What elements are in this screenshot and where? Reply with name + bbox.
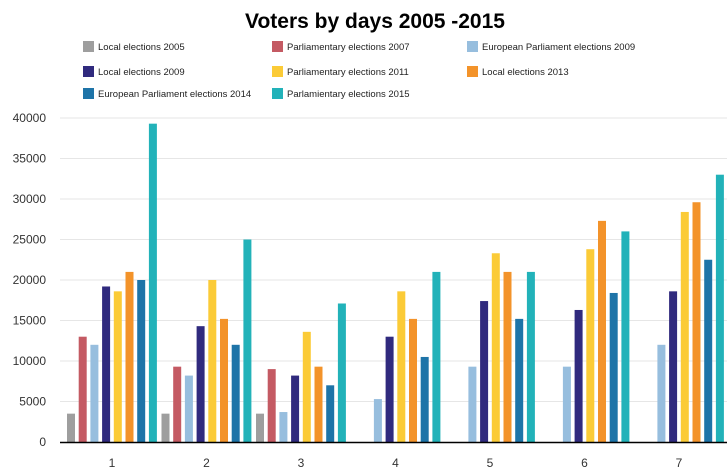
- x-tick-label: 6: [581, 456, 588, 470]
- gridlines: [60, 117, 727, 402]
- bar: [526, 271, 535, 442]
- legend-swatch: [83, 41, 94, 52]
- bar: [78, 336, 87, 442]
- bar: [704, 259, 713, 442]
- legend-swatch: [467, 66, 478, 77]
- bar: [267, 369, 276, 442]
- legend-item: Parliamentary elections 2007: [272, 41, 410, 53]
- bar: [480, 301, 489, 442]
- bar: [420, 356, 429, 442]
- legend-swatch: [272, 41, 283, 52]
- bar: [468, 366, 477, 442]
- bar: [220, 318, 228, 442]
- bar: [373, 399, 382, 442]
- bar: [609, 292, 618, 442]
- legend-label: European Parliament elections 2009: [482, 42, 635, 53]
- y-tick-label: 20000: [13, 273, 47, 287]
- bar: [161, 413, 170, 442]
- legend-item: Local elections 2013: [467, 66, 569, 78]
- bar: [397, 291, 406, 442]
- y-tick-label: 5000: [19, 395, 46, 409]
- legend: Local elections 2005 Parliamentary electi…: [83, 41, 635, 100]
- bar: [491, 253, 500, 442]
- bar: [657, 344, 666, 442]
- bar: [432, 271, 441, 442]
- legend-swatch: [272, 66, 283, 77]
- bar: [515, 318, 524, 442]
- bar: [243, 239, 252, 442]
- x-tick-label: 3: [298, 456, 305, 470]
- bar: [102, 286, 111, 442]
- legend-item: European Parliament elections 2014: [83, 88, 251, 100]
- legend-label: Parlamientary elections 2015: [287, 89, 410, 100]
- bars: [67, 123, 724, 443]
- legend-swatch: [83, 66, 94, 77]
- bar: [208, 280, 217, 442]
- y-tick-label: 25000: [13, 233, 47, 247]
- legend-label: Local elections 2013: [482, 67, 569, 78]
- bar: [196, 326, 205, 442]
- bar: [715, 174, 724, 442]
- bar: [137, 280, 146, 442]
- bar: [598, 220, 606, 442]
- y-tick-label: 0: [39, 435, 46, 449]
- bar: [125, 271, 134, 442]
- legend-item: Local elections 2005: [83, 41, 185, 53]
- y-tick-label: 15000: [13, 314, 47, 328]
- bar: [314, 366, 323, 442]
- y-tick-label: 10000: [13, 354, 47, 368]
- x-tick-label: 5: [487, 456, 494, 470]
- bar: [173, 366, 182, 442]
- bar: [326, 385, 335, 442]
- x-tick-label: 4: [392, 456, 399, 470]
- bar: [586, 249, 595, 442]
- bar: [256, 413, 264, 442]
- legend-label: Local elections 2009: [98, 67, 185, 78]
- bar: [90, 344, 99, 442]
- bar: [148, 123, 157, 443]
- x-tick-label: 1: [109, 456, 116, 470]
- legend-item: Parliamentary elections 2011: [272, 66, 409, 78]
- legend-item: European Parliament elections 2009: [467, 41, 635, 53]
- legend-label: Parliamentary elections 2007: [287, 42, 410, 53]
- legend-swatch: [467, 41, 478, 52]
- bar: [337, 303, 346, 442]
- bar: [669, 291, 678, 442]
- bar: [692, 202, 701, 442]
- bar: [385, 336, 394, 442]
- bar: [279, 412, 288, 442]
- x-axis: 1 2 3 4 5 6 7: [60, 441, 727, 470]
- chart-title: Voters by days 2005 -2015: [245, 10, 505, 33]
- legend-swatch: [83, 88, 94, 99]
- legend-label: Local elections 2005: [98, 42, 185, 53]
- bar: [574, 309, 583, 442]
- legend-swatch: [272, 88, 283, 99]
- bar: [409, 318, 417, 442]
- x-tick-label: 7: [676, 456, 683, 470]
- legend-label: European Parliament elections 2014: [98, 89, 251, 100]
- bar: [621, 231, 630, 442]
- legend-item: Parlamientary elections 2015: [272, 88, 410, 100]
- bar: [113, 291, 122, 442]
- bar: [302, 331, 311, 442]
- bar: [67, 413, 75, 442]
- y-tick-label: 40000: [13, 111, 47, 125]
- legend-label: Parliamentary elections 2011: [287, 67, 409, 78]
- y-tick-label: 30000: [13, 192, 47, 206]
- bar: [231, 344, 240, 442]
- bar: [503, 271, 512, 442]
- bar: [184, 375, 193, 442]
- bar: [562, 366, 571, 442]
- y-tick-label: 35000: [13, 152, 47, 166]
- legend-item: Local elections 2009: [83, 66, 185, 78]
- y-axis: 0 5000 10000 15000 20000 25000 30000 35000 40000: [13, 111, 47, 449]
- bar: [291, 375, 300, 442]
- bar: [680, 211, 689, 442]
- x-tick-label: 2: [203, 456, 210, 470]
